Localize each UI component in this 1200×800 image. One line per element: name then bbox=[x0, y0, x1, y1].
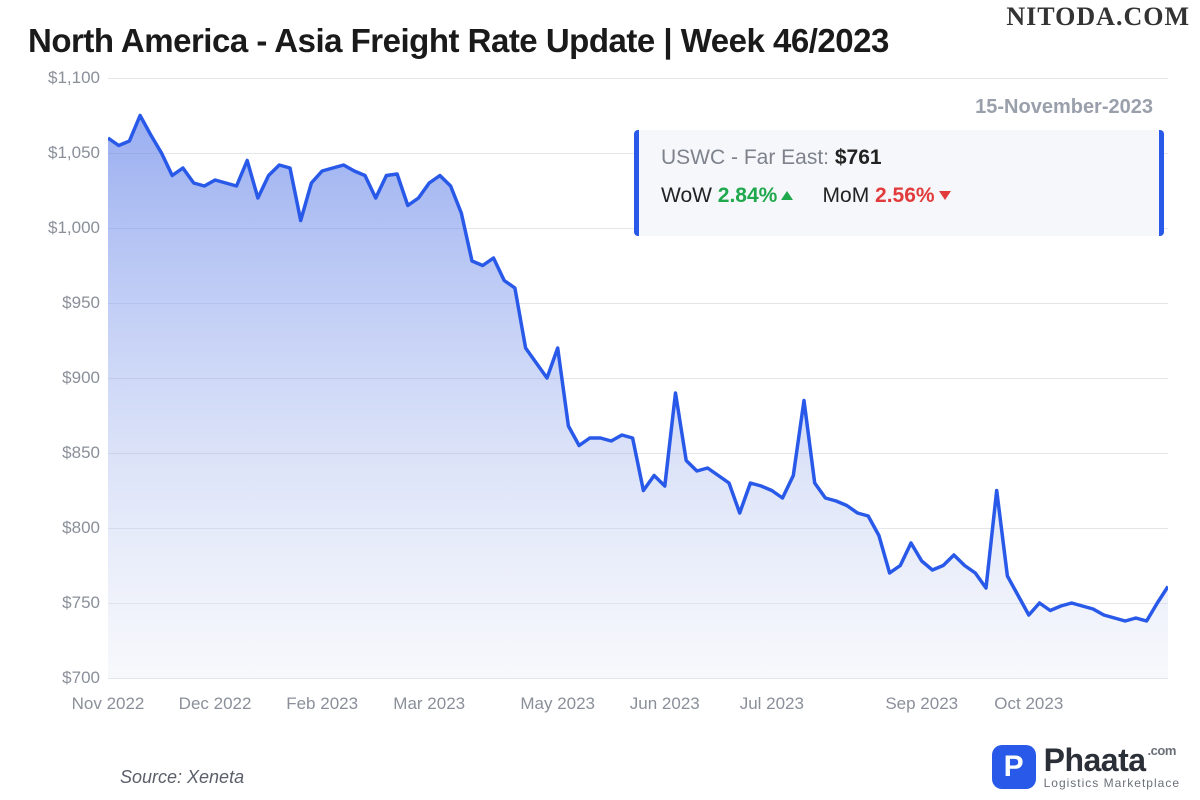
chart-container: $1,100$1,050$1,000$950$900$850$800$750$7… bbox=[28, 78, 1172, 718]
y-tick-label: $750 bbox=[28, 593, 100, 613]
rate-callout: 15-November-2023 USWC - Far East: $761 W… bbox=[634, 130, 1164, 236]
y-tick-label: $700 bbox=[28, 668, 100, 688]
wow-value: 2.84% bbox=[718, 184, 778, 207]
y-tick-label: $1,000 bbox=[28, 218, 100, 238]
x-tick-label: Dec 2022 bbox=[179, 694, 252, 714]
y-tick-label: $850 bbox=[28, 443, 100, 463]
callout-date: 15-November-2023 bbox=[975, 96, 1153, 119]
route-prefix: USWC - Far East: bbox=[661, 146, 835, 169]
watermark-text: NITODA.COM bbox=[1006, 2, 1190, 32]
callout-changes: WoW 2.84% MoM 2.56% bbox=[661, 184, 1137, 208]
y-tick-label: $1,050 bbox=[28, 143, 100, 163]
x-tick-label: Oct 2023 bbox=[994, 694, 1063, 714]
logo-tagline: Logistics Marketplace bbox=[1044, 777, 1180, 790]
arrow-up-icon bbox=[781, 191, 793, 200]
wow-label: WoW bbox=[661, 184, 718, 207]
brand-logo: P Phaata.com Logistics Marketplace bbox=[992, 744, 1180, 790]
mom-value: 2.56% bbox=[875, 184, 935, 207]
logo-text: Phaata.com Logistics Marketplace bbox=[1044, 744, 1180, 790]
x-tick-label: Nov 2022 bbox=[72, 694, 145, 714]
arrow-down-icon bbox=[939, 191, 951, 200]
callout-route: USWC - Far East: $761 bbox=[661, 146, 1137, 170]
x-tick-label: May 2023 bbox=[520, 694, 595, 714]
logo-badge-icon: P bbox=[992, 745, 1036, 789]
y-tick-label: $900 bbox=[28, 368, 100, 388]
y-tick-label: $800 bbox=[28, 518, 100, 538]
plot-area: 15-November-2023 USWC - Far East: $761 W… bbox=[108, 78, 1168, 678]
route-value: $761 bbox=[835, 146, 882, 169]
y-tick-label: $950 bbox=[28, 293, 100, 313]
chart-title: North America - Asia Freight Rate Update… bbox=[28, 22, 889, 60]
logo-name-main: Phaata bbox=[1044, 742, 1146, 778]
mom-label: MoM bbox=[823, 184, 876, 207]
y-tick-label: $1,100 bbox=[28, 68, 100, 88]
x-tick-label: Jul 2023 bbox=[740, 694, 804, 714]
logo-domain: .com bbox=[1148, 743, 1176, 758]
x-tick-label: Jun 2023 bbox=[630, 694, 700, 714]
x-tick-label: Sep 2023 bbox=[885, 694, 958, 714]
logo-name: Phaata.com bbox=[1044, 744, 1180, 778]
source-text: Source: Xeneta bbox=[120, 767, 244, 788]
x-tick-label: Mar 2023 bbox=[393, 694, 465, 714]
grid-line bbox=[108, 678, 1168, 679]
x-tick-label: Feb 2023 bbox=[286, 694, 358, 714]
